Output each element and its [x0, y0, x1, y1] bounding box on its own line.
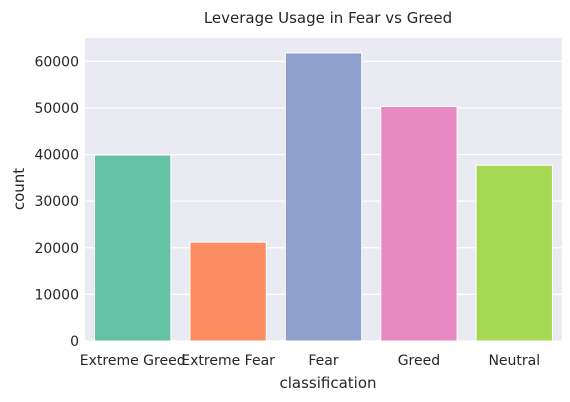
y-axis-label: count: [10, 168, 28, 210]
bar-greed: [380, 106, 458, 342]
x-tick-label: Fear: [308, 353, 338, 369]
bar-fear: [284, 52, 363, 342]
y-tick-label: 0: [70, 334, 79, 350]
bar-neutral: [475, 164, 553, 342]
bar-extreme-fear: [189, 241, 267, 342]
y-tick-label: 60000: [34, 54, 79, 70]
bars: [94, 52, 553, 342]
x-tick-label: Neutral: [488, 353, 540, 369]
x-tick-label: Extreme Greed: [80, 353, 186, 369]
y-tick-label: 40000: [34, 148, 79, 164]
y-axis-ticks: 0 10000 20000 30000 40000 50000 60000: [34, 54, 79, 350]
y-tick-label: 20000: [34, 241, 79, 257]
bar-extreme-greed: [94, 154, 172, 342]
x-tick-label: Extreme Fear: [181, 353, 275, 369]
y-tick-label: 10000: [34, 287, 79, 303]
x-tick-label: Greed: [398, 353, 440, 369]
y-tick-label: 50000: [34, 101, 79, 117]
chart-title: Leverage Usage in Fear vs Greed: [204, 9, 452, 27]
x-axis-label: classification: [279, 374, 376, 392]
y-tick-label: 30000: [34, 194, 79, 210]
